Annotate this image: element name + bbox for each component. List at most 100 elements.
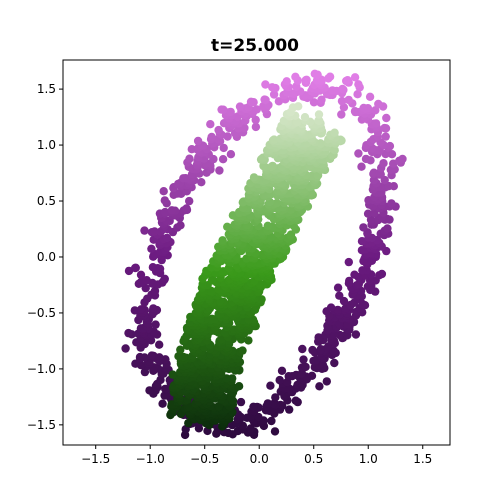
scatter-point [161,384,170,394]
x-axis: −1.5 −1.0 −0.5 0.0 0.5 1.0 1.5 [81,445,432,466]
scatter-point [357,162,366,171]
scatter-point [151,320,160,329]
scatter-point [383,224,392,233]
scatter-point [214,125,223,135]
scatter-point [365,92,375,102]
scatter-point [300,113,310,122]
scatter-point [361,154,371,164]
scatter-point [246,424,255,433]
scatter-point [193,136,203,146]
scatter-point [235,102,245,111]
scatter-point [135,352,145,362]
scatter-point [357,237,367,246]
scatter-point [206,120,215,129]
scatter-point [359,223,368,232]
scatter-point [218,155,228,164]
scatter-point [137,305,146,314]
x-tick-label: 0.0 [250,452,269,466]
scatter-point [270,427,280,436]
scatter-point [252,105,261,114]
scatter-point [379,159,388,168]
scatter-point [267,416,276,426]
scatter-point [338,84,347,94]
scatter-point [398,154,407,164]
scatter-point [174,352,183,361]
scatter-point [316,345,325,354]
scatter-point [197,178,206,187]
scatter-point [317,95,326,104]
scatter-point [162,233,172,243]
x-tick-label: 1.5 [413,452,432,466]
y-tick-label: −1.5 [27,418,56,432]
scatter-point [187,145,196,154]
scatter-point [226,150,236,159]
scatter-point [363,209,373,218]
x-tick-label: −0.5 [190,452,219,466]
scatter-point [337,96,347,106]
scatter-point [228,211,238,220]
scatter-point [176,221,185,230]
scatter-point [381,149,390,159]
scatter-point [286,205,296,214]
scatter-point [182,204,191,213]
chart-title: t=25.000 [211,36,299,56]
scatter-point [176,345,185,354]
scatter-point [269,90,279,99]
scatter-point [271,393,280,402]
scatter-point [136,270,146,279]
scatter-point [260,95,269,104]
scatter-point [207,132,216,142]
scatter-point [274,97,284,106]
scatter-point [148,263,158,272]
scatter-point [150,286,160,296]
scatter-point [371,106,380,115]
scatter-point [238,346,247,355]
scatter-point [385,141,395,151]
scatter-point [159,187,168,196]
x-tick-label: −1.0 [136,452,165,466]
scatter-point [158,399,167,408]
scatter-point [387,150,397,159]
scatter-point [314,333,323,342]
scatter-point [261,80,270,89]
scatter-point [350,73,360,82]
scatter-point [168,370,177,379]
x-tick-label: −1.5 [81,452,110,466]
scatter-point [369,168,379,177]
scatter-point [131,263,140,272]
scatter-point [384,181,393,191]
scatter-point [215,166,224,175]
scatter-point [244,336,253,345]
scatter-point [314,110,324,119]
scatter-point [130,306,139,315]
scatter-point [315,382,324,391]
scatter-point [344,257,353,267]
scatter-point [328,86,337,95]
plot-frame [62,59,451,446]
scatter-point [350,107,360,116]
scatter-point [326,303,336,312]
scatter-point [217,105,226,114]
scatter-point [309,98,319,107]
scatter-point [359,103,368,113]
y-tick-label: −0.5 [27,306,56,320]
scatter-point [219,143,228,153]
scatter-point [263,399,272,408]
scatter-point [167,206,177,215]
scatter-point [246,97,256,107]
scatter-point [358,266,367,275]
scatter-point [353,90,362,99]
y-axis: −1.5 −1.0 −0.5 0.0 0.5 1.0 1.5 [27,82,63,432]
scatter-point [160,274,169,283]
scatter-point [263,221,272,230]
scatter-point [149,304,158,313]
scatter-point [345,276,354,286]
scatter-point [294,102,303,111]
scatter-point [124,328,133,338]
scatter-point [272,198,281,208]
scatter-point [302,75,311,85]
y-tick-label: 1.5 [37,82,56,96]
scatter-point [344,95,353,105]
scatter-point [150,227,159,236]
